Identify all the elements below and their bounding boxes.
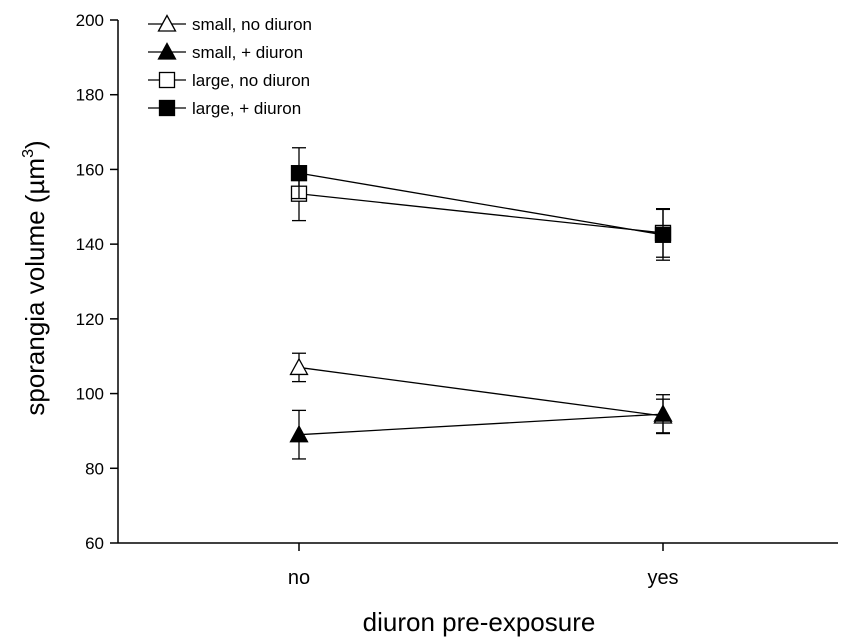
legend-item: small, no diuron	[148, 14, 312, 34]
legend-marker	[157, 42, 177, 60]
series-line	[298, 193, 664, 234]
y-axis-title-main: sporangia volume (µm	[20, 158, 50, 416]
legend-marker	[158, 99, 176, 117]
legend-label: large, + diuron	[192, 99, 301, 118]
legend-label: small, + diuron	[192, 43, 303, 62]
series-2	[289, 394, 673, 460]
legend: small, no diuron small, + diuron large, no…	[148, 14, 312, 118]
legend-item: small, + diuron	[148, 42, 303, 62]
series-layer	[289, 147, 673, 460]
x-axis-title: diuron pre-exposure	[363, 607, 596, 637]
data-point	[654, 226, 672, 243]
series-4	[290, 147, 672, 261]
x-tick-label: no	[288, 567, 310, 589]
data-point	[289, 424, 309, 443]
series-line	[298, 172, 664, 236]
x-tick-label: yes	[647, 567, 678, 589]
legend-item: large, + diuron	[148, 99, 301, 118]
axes: 60 80 100 120 140 160 180 200 no yes	[76, 11, 838, 589]
y-axis-title: sporangia volume (µm3)	[20, 140, 50, 415]
legend-marker	[157, 14, 177, 32]
series-3	[290, 166, 672, 258]
y-axis-title-close: )	[20, 140, 50, 149]
legend-label: small, no diuron	[192, 15, 312, 34]
y-tick-label: 140	[76, 235, 104, 254]
y-tick-label: 60	[85, 534, 104, 553]
series-line	[298, 413, 664, 436]
series-1	[289, 352, 673, 434]
y-tick-label: 180	[76, 86, 104, 105]
y-tick-label: 200	[76, 11, 104, 30]
y-tick-label: 160	[76, 160, 104, 179]
data-point	[290, 165, 308, 182]
series-line	[298, 366, 664, 417]
data-point	[289, 357, 309, 376]
legend-label: large, no diuron	[192, 71, 310, 90]
y-tick-label: 100	[76, 385, 104, 404]
y-tick-label: 120	[76, 310, 104, 329]
y-axis-title-superscript: 3	[20, 149, 37, 158]
y-tick-label: 80	[85, 459, 104, 478]
legend-marker	[158, 71, 176, 89]
data-point	[653, 404, 673, 422]
legend-item: large, no diuron	[148, 71, 310, 90]
